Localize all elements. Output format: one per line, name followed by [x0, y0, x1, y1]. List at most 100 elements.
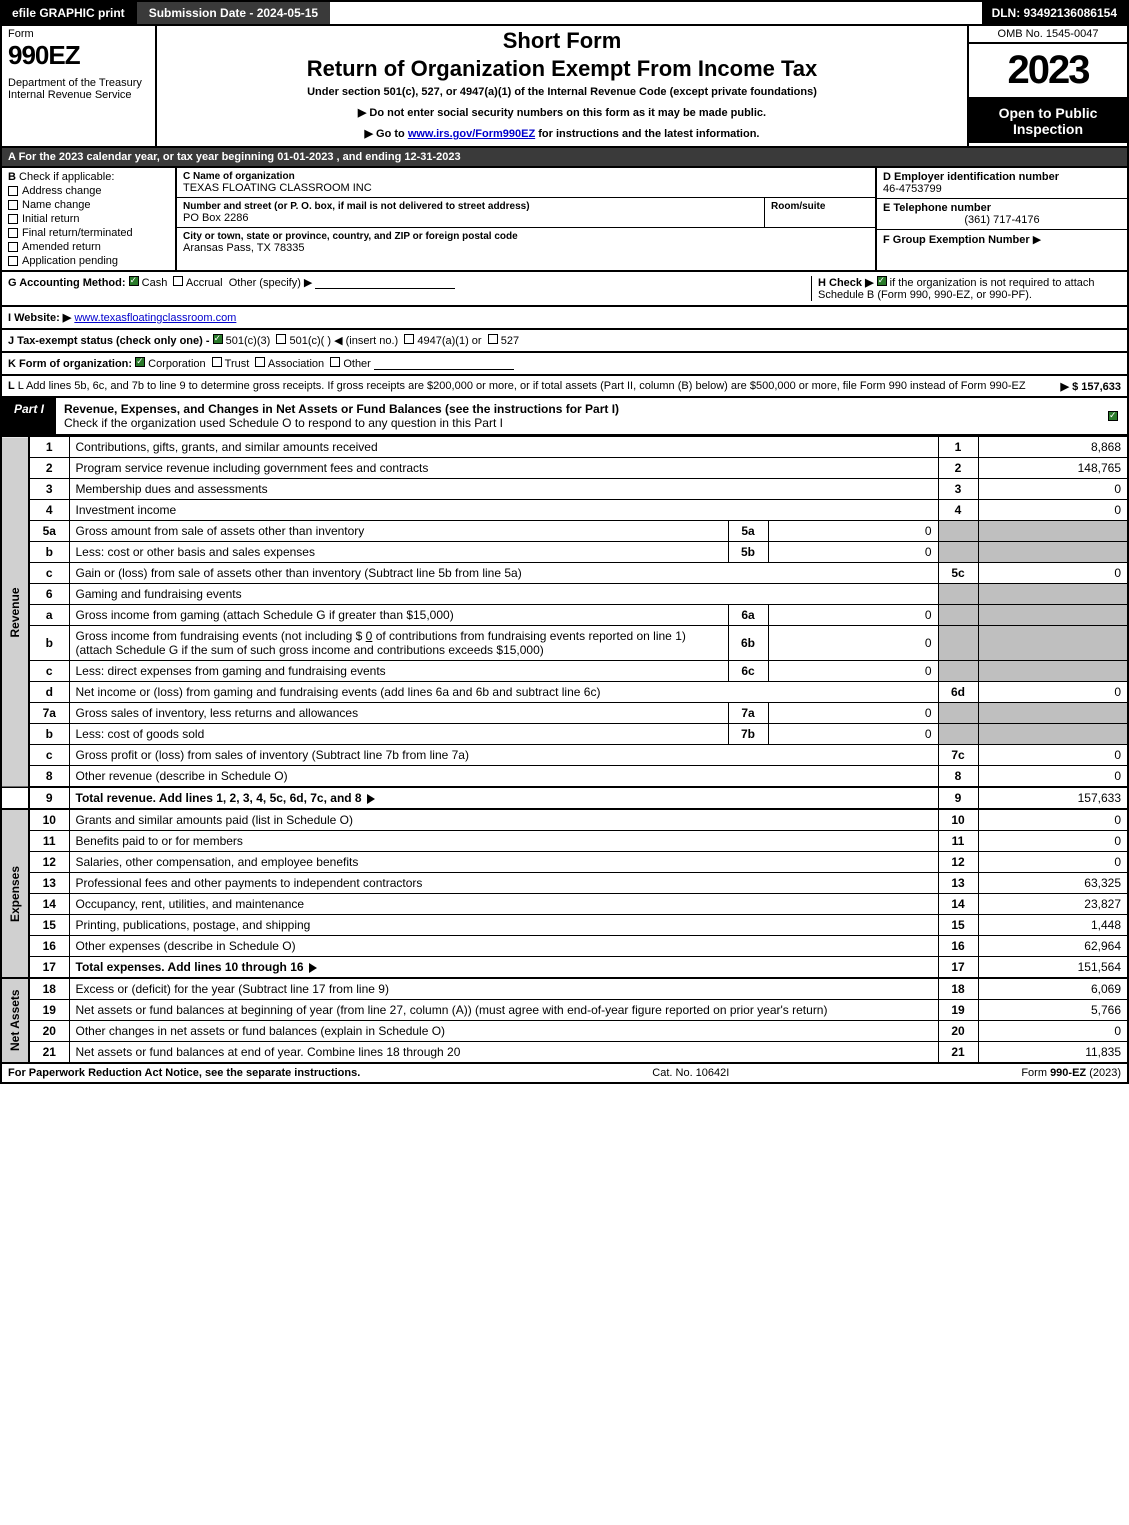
checkbox-trust[interactable] — [212, 357, 222, 367]
form-reference: Form 990-EZ (2023) — [1021, 1067, 1121, 1079]
shaded-cell — [938, 605, 978, 626]
line-desc: Gaming and fundraising events — [76, 587, 242, 601]
shaded-cell — [978, 626, 1128, 661]
contrib-amount: 0 — [366, 629, 373, 643]
line-desc: Other expenses (describe in Schedule O) — [76, 939, 296, 953]
sub-value: 0 — [768, 703, 938, 724]
line-right-no: 6d — [938, 682, 978, 703]
checkbox-accrual[interactable] — [173, 276, 183, 286]
line-desc: Grants and similar amounts paid (list in… — [76, 813, 353, 827]
checkbox-corporation[interactable] — [135, 357, 145, 367]
line-value: 0 — [978, 809, 1128, 831]
line-no: 7a — [29, 703, 69, 724]
return-title: Return of Organization Exempt From Incom… — [167, 56, 957, 82]
checkbox-association[interactable] — [255, 357, 265, 367]
checkbox-527[interactable] — [488, 334, 498, 344]
sub-value: 0 — [768, 661, 938, 682]
line-7b: b Less: cost of goods sold 7b 0 — [1, 724, 1128, 745]
tax-exempt-label: J Tax-exempt status (check only one) - — [8, 335, 210, 347]
line-13: 13 Professional fees and other payments … — [1, 873, 1128, 894]
checkbox-schedule-b[interactable] — [877, 276, 887, 286]
top-bar: efile GRAPHIC print Submission Date - 20… — [0, 0, 1129, 26]
line-right-no: 12 — [938, 852, 978, 873]
line-right-no: 4 — [938, 500, 978, 521]
efile-print-button[interactable]: efile GRAPHIC print — [2, 2, 135, 24]
line-20: 20 Other changes in net assets or fund b… — [1, 1021, 1128, 1042]
line-19: 19 Net assets or fund balances at beginn… — [1, 1000, 1128, 1021]
opt-501c: 501(c)( ) ◀ (insert no.) — [289, 335, 398, 347]
line-desc: Less: direct expenses from gaming and fu… — [76, 664, 386, 678]
part-i-header: Part I Revenue, Expenses, and Changes in… — [0, 398, 1129, 436]
form-of-org-label: K Form of organization: — [8, 358, 132, 370]
website-link[interactable]: www.texasfloatingclassroom.com — [74, 312, 236, 324]
box-l: L L Add lines 5b, 6c, and 7b to line 9 t… — [0, 376, 1129, 398]
line-no: 2 — [29, 458, 69, 479]
checkbox-initial-return[interactable]: Initial return — [8, 213, 169, 225]
shaded-cell — [938, 584, 978, 605]
checkbox-501c3[interactable] — [213, 334, 223, 344]
street-label: Number and street (or P. O. box, if mail… — [183, 201, 758, 212]
line-no: 3 — [29, 479, 69, 500]
irs-link[interactable]: www.irs.gov/Form990EZ — [408, 128, 535, 140]
spacer — [1, 787, 29, 809]
org-name-block: C Name of organization TEXAS FLOATING CL… — [177, 168, 875, 198]
checkbox-amended-return[interactable]: Amended return — [8, 241, 169, 253]
opt-trust: Trust — [225, 358, 250, 370]
line-desc: Gross sales of inventory, less returns a… — [76, 706, 359, 720]
line-desc: Investment income — [76, 503, 177, 517]
instr-goto: ▶ Go to www.irs.gov/Form990EZ for instru… — [167, 127, 957, 140]
line-right-no: 21 — [938, 1042, 978, 1064]
line-2: 2 Program service revenue including gove… — [1, 458, 1128, 479]
part-i-schedule-o-check[interactable] — [1099, 398, 1127, 434]
line-right-no: 7c — [938, 745, 978, 766]
opt-501c3: 501(c)(3) — [226, 335, 271, 347]
checkbox-final-return[interactable]: Final return/terminated — [8, 227, 169, 239]
box-c: C Name of organization TEXAS FLOATING CL… — [177, 168, 877, 270]
shaded-cell — [978, 542, 1128, 563]
line-5b: b Less: cost or other basis and sales ex… — [1, 542, 1128, 563]
line-value: 151,564 — [978, 957, 1128, 979]
shaded-cell — [978, 584, 1128, 605]
accounting-method-label: G Accounting Method: — [8, 277, 126, 289]
checkbox-cash[interactable] — [129, 276, 139, 286]
checkbox-application-pending[interactable]: Application pending — [8, 255, 169, 267]
page-footer: For Paperwork Reduction Act Notice, see … — [0, 1064, 1129, 1084]
line-value: 0 — [978, 479, 1128, 500]
checkbox-label: Amended return — [22, 241, 101, 253]
opt-corporation: Corporation — [148, 358, 205, 370]
line-desc: Gain or (loss) from sale of assets other… — [76, 566, 522, 580]
org-name-label: C Name of organization — [183, 171, 869, 182]
line-right-no: 9 — [938, 787, 978, 809]
submission-date-badge: Submission Date - 2024-05-15 — [135, 2, 330, 24]
line-desc: Less: cost of goods sold — [76, 727, 205, 741]
checkbox-4947[interactable] — [404, 334, 414, 344]
line-no: d — [29, 682, 69, 703]
opt-527: 527 — [501, 335, 519, 347]
line-value: 0 — [978, 682, 1128, 703]
line-value: 0 — [978, 766, 1128, 788]
line-value: 63,325 — [978, 873, 1128, 894]
line-desc: Gross profit or (loss) from sales of inv… — [76, 748, 469, 762]
checkbox-other[interactable] — [330, 357, 340, 367]
line-no: 8 — [29, 766, 69, 788]
checkbox-501c[interactable] — [276, 334, 286, 344]
street-value: PO Box 2286 — [183, 212, 758, 224]
checkbox-label: Address change — [22, 185, 102, 197]
shaded-cell — [938, 521, 978, 542]
checkbox-address-change[interactable]: Address change — [8, 185, 169, 197]
other-org-input[interactable] — [374, 358, 514, 370]
checkbox-icon — [8, 186, 18, 196]
line-right-no: 1 — [938, 437, 978, 458]
line-no: 17 — [29, 957, 69, 979]
sub-no: 5b — [728, 542, 768, 563]
line-no: 1 — [29, 437, 69, 458]
checkbox-icon — [8, 228, 18, 238]
line-no: 15 — [29, 915, 69, 936]
other-specify-input[interactable] — [315, 277, 455, 289]
phone-value: (361) 717-4176 — [883, 214, 1121, 226]
checkbox-name-change[interactable]: Name change — [8, 199, 169, 211]
section-bcdef: B Check if applicable: Address change Na… — [0, 168, 1129, 272]
box-i: I Website: ▶ www.texasfloatingclassroom.… — [0, 307, 1129, 330]
city-block: City or town, state or province, country… — [177, 228, 875, 257]
line-6a: a Gross income from gaming (attach Sched… — [1, 605, 1128, 626]
